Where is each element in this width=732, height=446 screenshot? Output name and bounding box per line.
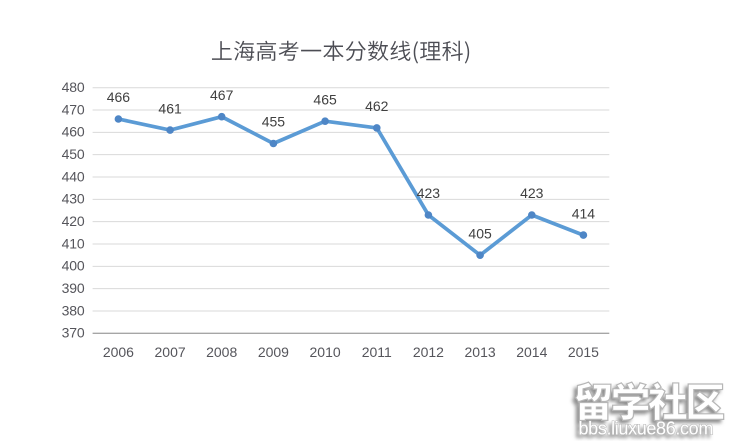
svg-text:405: 405 bbox=[468, 225, 492, 241]
svg-text:2015: 2015 bbox=[568, 344, 599, 360]
svg-text:390: 390 bbox=[62, 280, 85, 296]
svg-text:2013: 2013 bbox=[465, 344, 496, 360]
svg-text:2014: 2014 bbox=[516, 344, 547, 360]
svg-text:380: 380 bbox=[62, 302, 85, 318]
svg-text:423: 423 bbox=[417, 185, 441, 201]
svg-text:461: 461 bbox=[158, 100, 182, 116]
svg-text:bbs.liuxue86.com: bbs.liuxue86.com bbox=[579, 419, 713, 439]
svg-text:462: 462 bbox=[365, 98, 389, 114]
svg-text:2011: 2011 bbox=[362, 344, 392, 360]
svg-text:465: 465 bbox=[313, 91, 337, 107]
svg-text:430: 430 bbox=[62, 191, 85, 207]
svg-text:455: 455 bbox=[262, 114, 286, 130]
svg-text:2008: 2008 bbox=[206, 344, 237, 360]
svg-text:2010: 2010 bbox=[310, 344, 341, 360]
svg-text:440: 440 bbox=[62, 168, 85, 184]
svg-text:467: 467 bbox=[210, 87, 234, 103]
svg-text:2012: 2012 bbox=[413, 344, 444, 360]
svg-text:420: 420 bbox=[62, 213, 85, 229]
svg-text:410: 410 bbox=[62, 235, 85, 251]
svg-text:450: 450 bbox=[62, 146, 85, 162]
svg-text:460: 460 bbox=[62, 124, 85, 140]
svg-text:480: 480 bbox=[62, 79, 85, 95]
svg-text:400: 400 bbox=[62, 258, 85, 274]
svg-text:414: 414 bbox=[572, 205, 596, 221]
svg-text:370: 370 bbox=[62, 325, 85, 341]
svg-text:470: 470 bbox=[62, 101, 85, 117]
svg-text:466: 466 bbox=[107, 89, 131, 105]
svg-text:2009: 2009 bbox=[258, 344, 289, 360]
svg-text:2006: 2006 bbox=[103, 344, 134, 360]
svg-text:2007: 2007 bbox=[155, 344, 186, 360]
svg-text:423: 423 bbox=[520, 185, 544, 201]
